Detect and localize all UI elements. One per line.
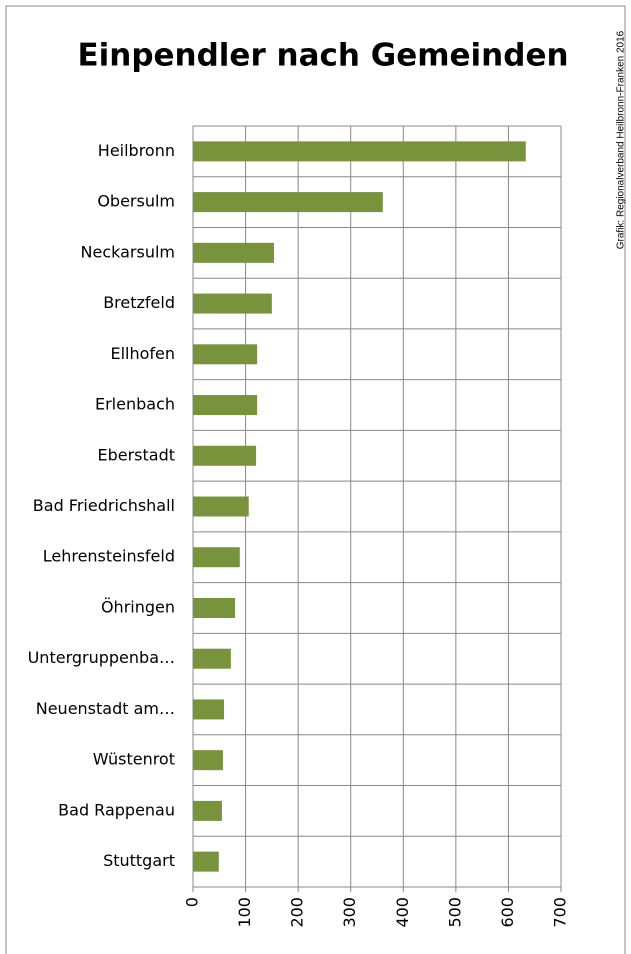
y-tick-label: Lehrensteinsfeld [43, 547, 175, 566]
y-tick-label: Eberstadt [97, 445, 175, 464]
y-tick-label: Bad Friedrichshall [33, 496, 175, 515]
y-tick-label: Öhringen [101, 597, 175, 616]
y-tick-label: Wüstenrot [93, 750, 175, 769]
frame [5, 5, 626, 954]
bar [193, 800, 222, 821]
x-tick-label: 100 [235, 897, 254, 928]
bar [193, 242, 274, 263]
bar [193, 445, 257, 466]
y-tick-label: Stuttgart [103, 851, 175, 870]
y-tick-label: Ellhofen [110, 344, 175, 363]
y-tick-label: Neckarsulm [81, 242, 175, 261]
y-tick-label: Neuenstadt am… [36, 699, 175, 718]
x-tick-label: 300 [340, 897, 359, 928]
x-tick-label: 500 [445, 897, 464, 928]
y-tick-label: Heilbronn [98, 141, 175, 160]
x-tick-label: 200 [288, 897, 307, 928]
source-note: Grafik: Regionalverband Heilbronn-Franke… [616, 30, 627, 249]
bar [193, 699, 225, 720]
bar [193, 141, 526, 162]
bar [193, 648, 231, 669]
y-tick-label: Bretzfeld [103, 293, 175, 312]
y-tick-label: Obersulm [97, 192, 175, 211]
x-tick-label: 600 [498, 897, 517, 928]
bar [193, 597, 236, 618]
x-tick-label: 0 [183, 897, 202, 907]
bar [193, 344, 258, 365]
x-tick-label: 400 [393, 897, 412, 928]
y-tick-label: Bad Rappenau [58, 800, 175, 819]
bar [193, 851, 219, 872]
bar [193, 750, 223, 771]
bar [193, 547, 240, 568]
bar [193, 192, 383, 213]
bar [193, 395, 258, 416]
y-tick-label: Untergruppenba… [28, 648, 175, 667]
x-tick-label: 700 [551, 897, 570, 928]
bar [193, 496, 249, 517]
y-tick-label: Erlenbach [95, 395, 175, 414]
bar [193, 293, 272, 314]
chart-title: Einpendler nach Gemeinden [77, 38, 568, 74]
